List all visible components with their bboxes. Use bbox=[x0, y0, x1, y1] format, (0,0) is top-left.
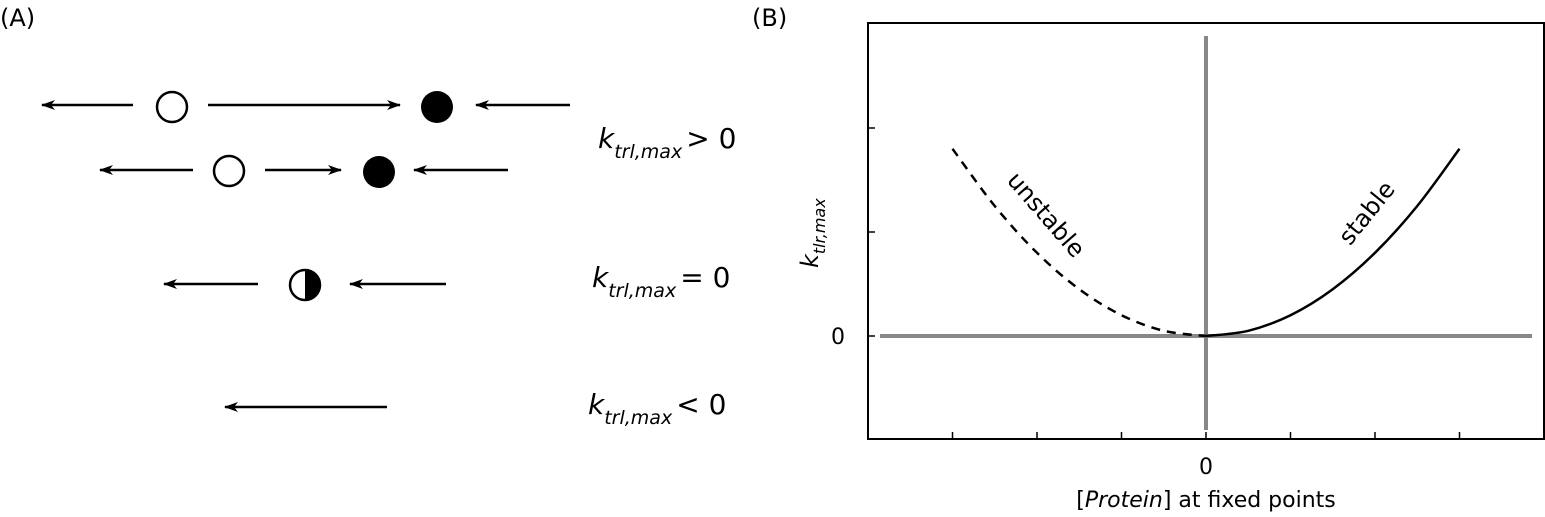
condition-label-negative: ktrl,max < 0 bbox=[588, 388, 726, 429]
condition-label-zero: ktrl,max = 0 bbox=[592, 261, 730, 302]
condition-label-positive: ktrl,max > 0 bbox=[598, 122, 736, 163]
panel-a: (A) ktrl,max > 0 bbox=[0, 4, 736, 429]
stable-fixed-point-icon bbox=[363, 156, 395, 188]
unstable-fixed-point-icon bbox=[212, 154, 246, 188]
semistable-fixed-point-icon bbox=[288, 268, 322, 302]
unstable-curve-label: unstable bbox=[1001, 166, 1090, 263]
y-tick-label-zero: 0 bbox=[831, 325, 845, 350]
phase-line-1 bbox=[41, 90, 570, 124]
x-tick-label-zero: 0 bbox=[1199, 455, 1213, 480]
tick-marks bbox=[868, 127, 1461, 439]
x-axis-label: [Protein] at fixed points bbox=[1076, 488, 1336, 513]
panel-b: (B) unstable stable 0 0 ktlr,max [Protei… bbox=[752, 4, 1545, 513]
stable-curve-label: stable bbox=[1333, 176, 1401, 251]
phase-line-2 bbox=[99, 154, 508, 188]
panel-b-label: (B) bbox=[752, 4, 787, 32]
stable-branch-curve bbox=[1205, 148, 1461, 338]
y-axis-label: ktlr,max bbox=[796, 198, 829, 268]
stable-fixed-point-icon bbox=[421, 91, 453, 123]
panel-a-label: (A) bbox=[0, 4, 35, 32]
phase-line-3 bbox=[163, 268, 446, 302]
unstable-fixed-point-icon bbox=[155, 90, 189, 124]
unstable-branch-curve bbox=[951, 148, 1207, 338]
